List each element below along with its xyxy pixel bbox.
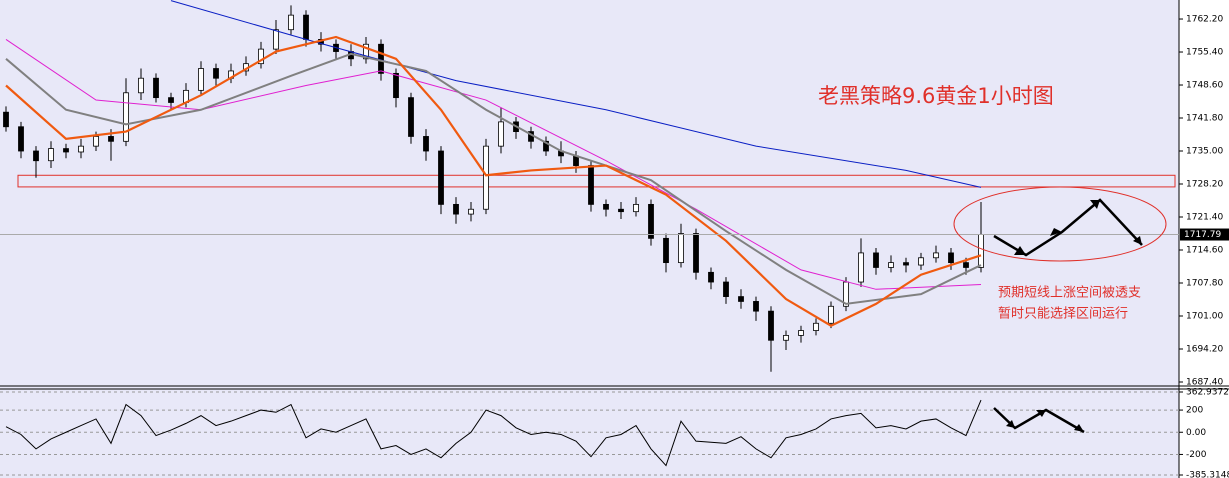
y-tick-label: 1687.40	[1186, 377, 1223, 387]
candle-body	[813, 322, 819, 331]
candle-body	[153, 77, 159, 99]
y-tick-label: 1762.20	[1186, 15, 1223, 25]
plot-background	[0, 0, 1179, 478]
candle-body	[213, 68, 219, 79]
candle-body	[393, 72, 399, 99]
candle-body	[963, 262, 969, 268]
candle-body	[3, 111, 9, 128]
candle-body	[903, 262, 909, 266]
marks	[0, 0, 1183, 476]
forecast-arrows	[993, 407, 1085, 434]
y-tick-label: 1735.00	[1186, 147, 1223, 157]
candle-body	[378, 43, 384, 74]
y-tick-label: 1741.80	[1186, 114, 1223, 124]
candle-body	[483, 145, 489, 210]
candle-body	[663, 237, 669, 264]
candle-body	[933, 252, 939, 259]
candle-body	[783, 335, 789, 341]
candle-body	[693, 233, 699, 273]
candle-body	[78, 145, 84, 153]
y-tick-label: 1721.40	[1186, 213, 1223, 223]
candle-body	[18, 126, 24, 152]
y-tick-label: -200	[1186, 450, 1207, 460]
arrow-head	[1014, 246, 1026, 255]
candle-body	[858, 252, 864, 283]
candle-body	[198, 68, 204, 91]
candle-body	[828, 305, 834, 324]
y-tick-label: 200	[1186, 406, 1203, 416]
candle-body	[468, 208, 474, 215]
candle-body	[723, 281, 729, 297]
y-tick-label: 1748.60	[1186, 81, 1223, 91]
candle-body	[453, 203, 459, 215]
candle-body	[123, 92, 129, 142]
candle-body	[168, 97, 174, 103]
candle-body	[888, 262, 894, 268]
moving-average	[170, 0, 982, 188]
candle-body	[288, 14, 294, 31]
candle-body	[423, 136, 429, 152]
y-tick-label: 1728.20	[1186, 180, 1223, 190]
candle-body	[48, 148, 54, 162]
y-tick-label: 1701.00	[1186, 311, 1223, 321]
moving-average	[5, 35, 982, 327]
y-tick-label: 0.00	[1186, 428, 1206, 438]
candle-body	[753, 301, 759, 312]
y-tick-label: 1694.20	[1186, 344, 1223, 354]
candle-body	[93, 136, 99, 147]
support-zone	[17, 174, 1176, 188]
candle-body	[618, 208, 624, 213]
arrow-head	[1133, 236, 1142, 245]
candle-body	[768, 310, 774, 341]
candle-body	[873, 252, 879, 268]
last-price-box	[1180, 228, 1229, 241]
candle-body	[588, 165, 594, 205]
arrow-head	[1036, 410, 1046, 417]
annotation: 暂时只能选择区间运行	[998, 307, 1128, 322]
arrow-head	[1074, 424, 1084, 432]
candle-body	[63, 148, 69, 153]
candle-body	[648, 203, 654, 239]
candle-body	[603, 203, 609, 210]
y-tick-label: 362.9372	[1186, 388, 1229, 398]
y-tick-label: 1707.80	[1186, 278, 1223, 288]
candle-body	[948, 252, 954, 264]
candle-body	[408, 97, 414, 137]
candle-body	[138, 77, 144, 94]
cci-line	[5, 399, 982, 467]
annotation: 预期短线上涨空间被透支	[998, 286, 1141, 301]
candle-body	[108, 136, 114, 142]
candle-body	[363, 43, 369, 60]
forecast-ellipse	[953, 186, 1167, 262]
chart-title: 老黑策略9.6黄金1小时图	[818, 84, 1054, 108]
candle-body	[978, 234, 984, 268]
candle-body	[633, 203, 639, 213]
candle-body	[258, 48, 264, 65]
candle-body	[543, 140, 549, 152]
candle-body	[303, 14, 309, 40]
candle-body	[273, 29, 279, 50]
arrow-head	[1090, 200, 1100, 209]
candle-body	[798, 330, 804, 336]
candle-body	[498, 121, 504, 147]
candle-body	[918, 257, 924, 266]
candle-body	[678, 233, 684, 264]
arrow-head	[1006, 420, 1015, 428]
candle-body	[738, 296, 744, 302]
y-tick-label: 1714.60	[1186, 246, 1223, 256]
last-price-label: 1717.79	[1184, 230, 1221, 240]
candle-body	[708, 271, 714, 283]
arrow-head	[1050, 228, 1062, 236]
y-tick-label: -385.3148	[1186, 471, 1229, 478]
candle-body	[438, 150, 444, 205]
candle-body	[33, 150, 39, 162]
moving-average	[5, 38, 982, 290]
y-tick-label: 1755.40	[1186, 48, 1223, 58]
